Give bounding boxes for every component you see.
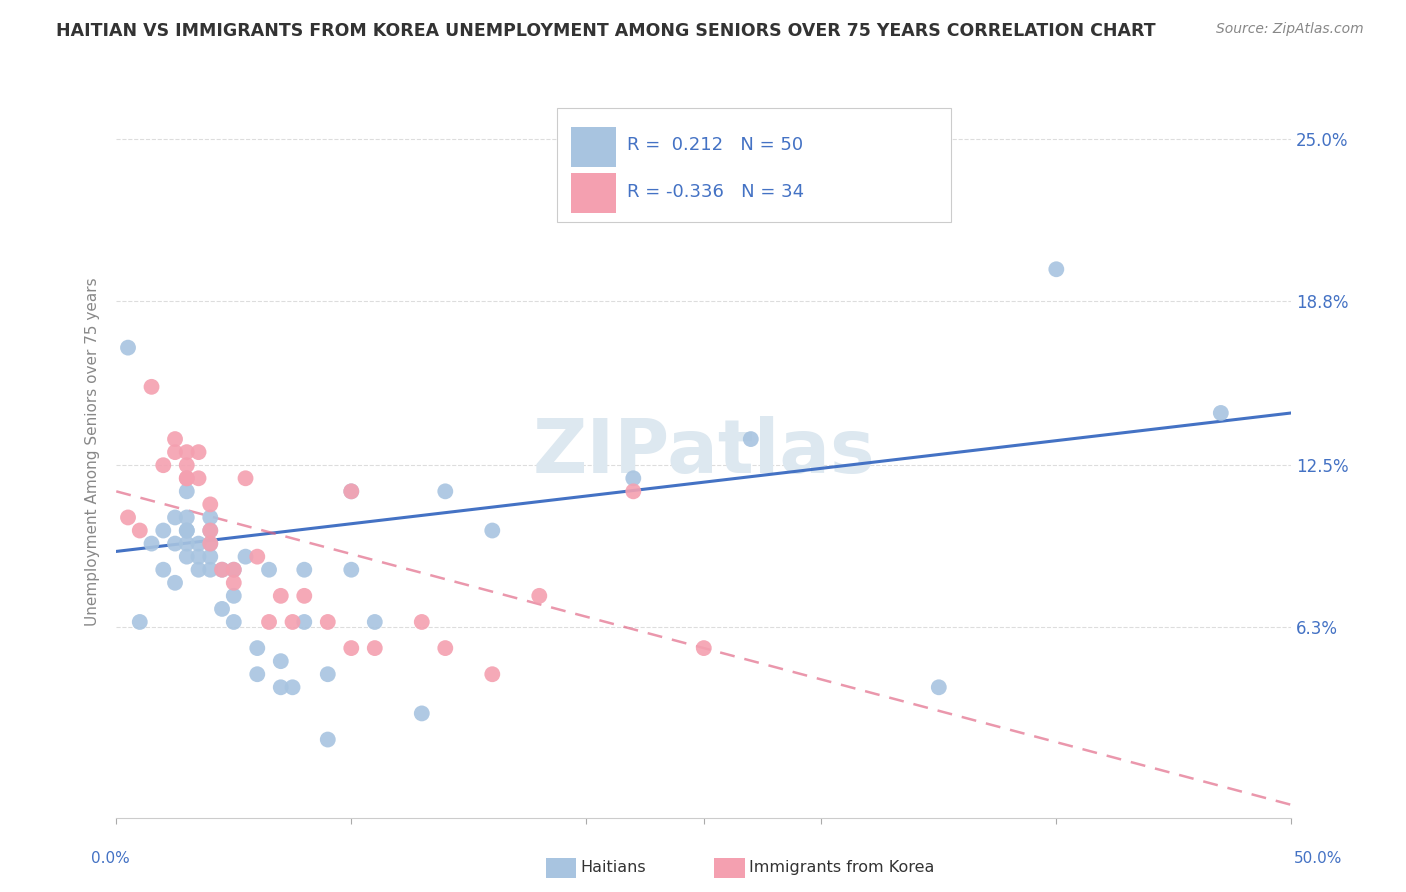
Point xyxy=(222,575,245,590)
Point xyxy=(621,484,644,499)
Point xyxy=(187,445,209,459)
Point xyxy=(246,641,269,656)
Point xyxy=(364,615,387,629)
Text: R = -0.336   N = 34: R = -0.336 N = 34 xyxy=(627,184,804,202)
Point xyxy=(222,615,245,629)
Point xyxy=(281,615,304,629)
Point xyxy=(411,615,433,629)
Point xyxy=(152,458,174,473)
Point xyxy=(176,471,198,485)
Point xyxy=(211,563,233,577)
Point xyxy=(200,549,222,564)
Point xyxy=(434,641,457,656)
Point xyxy=(411,706,433,721)
Point xyxy=(1209,406,1232,420)
Text: Source: ZipAtlas.com: Source: ZipAtlas.com xyxy=(1216,22,1364,37)
Text: 50.0%: 50.0% xyxy=(1295,851,1343,865)
Point xyxy=(316,667,339,681)
Point xyxy=(235,471,257,485)
Point xyxy=(176,549,198,564)
Point xyxy=(200,524,222,538)
Point xyxy=(176,524,198,538)
Point xyxy=(246,549,269,564)
Point xyxy=(281,681,304,695)
Point xyxy=(292,589,315,603)
Point xyxy=(575,145,598,159)
Point xyxy=(128,615,150,629)
Point xyxy=(128,524,150,538)
Point xyxy=(222,589,245,603)
Point xyxy=(364,641,387,656)
Text: Immigrants from Korea: Immigrants from Korea xyxy=(749,861,935,875)
Point xyxy=(270,681,292,695)
Point xyxy=(340,563,363,577)
Text: R =  0.212   N = 50: R = 0.212 N = 50 xyxy=(627,136,804,154)
Point xyxy=(200,510,222,524)
Point xyxy=(529,589,551,603)
Point xyxy=(117,510,139,524)
Point xyxy=(152,563,174,577)
Text: ZIPatlas: ZIPatlas xyxy=(533,416,875,489)
Point xyxy=(141,380,163,394)
Text: Haitians: Haitians xyxy=(581,861,647,875)
Point xyxy=(434,484,457,499)
Point xyxy=(187,536,209,550)
Point xyxy=(211,563,233,577)
Point xyxy=(621,471,644,485)
Text: HAITIAN VS IMMIGRANTS FROM KOREA UNEMPLOYMENT AMONG SENIORS OVER 75 YEARS CORREL: HAITIAN VS IMMIGRANTS FROM KOREA UNEMPLO… xyxy=(56,22,1156,40)
Point xyxy=(187,563,209,577)
Point xyxy=(163,510,186,524)
Point xyxy=(200,497,222,511)
Point xyxy=(163,432,186,446)
Point xyxy=(292,563,315,577)
Point xyxy=(141,536,163,550)
Point xyxy=(693,641,716,656)
Point xyxy=(740,432,762,446)
Point xyxy=(316,732,339,747)
Point xyxy=(270,654,292,668)
Point xyxy=(176,510,198,524)
Point xyxy=(176,471,198,485)
Point xyxy=(270,589,292,603)
Point xyxy=(257,563,280,577)
FancyBboxPatch shape xyxy=(557,108,950,222)
Point xyxy=(117,341,139,355)
Point xyxy=(163,536,186,550)
Point xyxy=(222,563,245,577)
Point xyxy=(246,667,269,681)
Point xyxy=(163,445,186,459)
Point xyxy=(481,524,503,538)
FancyBboxPatch shape xyxy=(571,127,616,167)
Point xyxy=(200,536,222,550)
Point xyxy=(152,524,174,538)
Point xyxy=(1045,262,1067,277)
Point xyxy=(292,615,315,629)
FancyBboxPatch shape xyxy=(571,173,616,213)
Point xyxy=(481,667,503,681)
Point xyxy=(235,549,257,564)
Point xyxy=(187,471,209,485)
Point xyxy=(187,549,209,564)
Point xyxy=(163,575,186,590)
Point xyxy=(200,524,222,538)
Point xyxy=(340,641,363,656)
Point xyxy=(200,563,222,577)
Point xyxy=(222,563,245,577)
Point xyxy=(200,536,222,550)
Point xyxy=(316,615,339,629)
Point xyxy=(176,445,198,459)
Text: 0.0%: 0.0% xyxy=(91,851,131,865)
Point xyxy=(176,524,198,538)
Point xyxy=(340,484,363,499)
Point xyxy=(176,484,198,499)
Point xyxy=(928,681,950,695)
Point xyxy=(176,458,198,473)
Point xyxy=(257,615,280,629)
Y-axis label: Unemployment Among Seniors over 75 years: Unemployment Among Seniors over 75 years xyxy=(86,277,100,626)
Point xyxy=(211,602,233,616)
Point xyxy=(340,484,363,499)
Point xyxy=(176,536,198,550)
